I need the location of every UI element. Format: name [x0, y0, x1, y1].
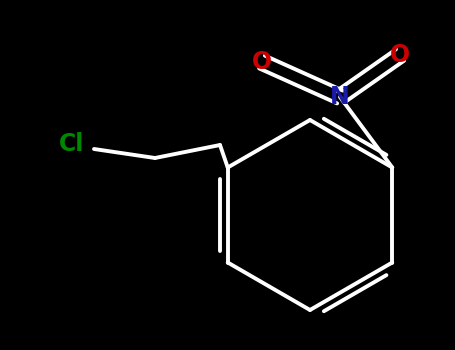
Text: O: O [390, 43, 410, 67]
Text: N: N [330, 85, 350, 109]
Text: O: O [252, 50, 272, 74]
Text: Cl: Cl [59, 132, 85, 156]
